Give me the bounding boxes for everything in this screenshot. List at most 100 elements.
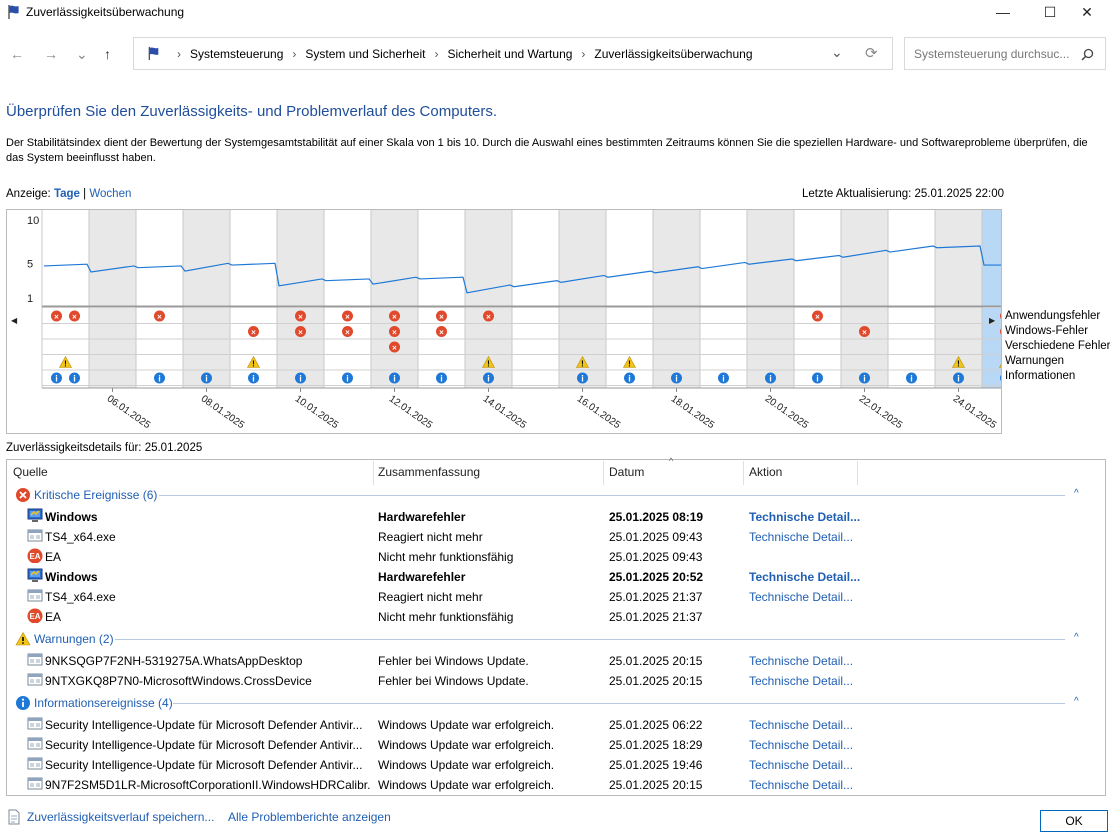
chart-day-column[interactable] — [700, 210, 747, 306]
info-icon[interactable]: i — [624, 372, 635, 384]
chart-day-column[interactable] — [465, 210, 512, 306]
table-row[interactable]: Windows Hardwarefehler 25.01.2025 08:19 Tec… — [7, 507, 1105, 527]
app-error-icon[interactable]: × — [342, 310, 353, 322]
info-icon[interactable]: i — [436, 372, 447, 384]
column-divider[interactable] — [373, 461, 374, 485]
info-icon[interactable]: i — [812, 372, 823, 384]
forward-arrow-icon[interactable]: → — [44, 46, 58, 62]
info-icon[interactable]: i — [577, 372, 588, 384]
breadcrumb-item[interactable]: Sicherheit und Wartung — [447, 46, 573, 61]
view-weeks-link[interactable]: Wochen — [89, 188, 132, 200]
technical-details-link[interactable]: Technische Detail... — [749, 654, 854, 668]
info-icon[interactable]: i — [69, 372, 80, 384]
app-error-icon[interactable]: × — [1000, 311, 1001, 322]
app-error-icon[interactable]: × — [389, 310, 400, 322]
info-icon[interactable]: i — [859, 372, 870, 384]
ok-button[interactable]: OK — [1040, 810, 1108, 832]
technical-details-link[interactable]: Technische Detail... — [749, 758, 854, 772]
warning-icon[interactable]: ! — [575, 355, 590, 369]
chart-day-column[interactable] — [418, 210, 465, 306]
chart-day-column[interactable] — [277, 210, 324, 306]
chart-day-column[interactable] — [512, 308, 559, 388]
info-icon[interactable]: i — [671, 372, 682, 384]
minimize-button[interactable]: — — [996, 4, 1010, 20]
chart-day-column[interactable] — [89, 308, 136, 388]
windows-error-icon[interactable]: × — [295, 326, 306, 337]
recent-locations-icon[interactable]: ⌄ — [76, 46, 88, 62]
table-row[interactable]: 9N7F2SM5D1LR-MicrosoftCorporationII.Wind… — [7, 775, 1105, 795]
info-icon[interactable]: i — [201, 372, 212, 384]
collapse-caret-icon[interactable]: ^ — [1074, 488, 1079, 499]
table-row[interactable]: Security Intelligence-Update für Microso… — [7, 715, 1105, 735]
address-bar[interactable]: › Systemsteuerung › System und Sicherhei… — [133, 37, 893, 70]
windows-error-icon[interactable]: × — [389, 326, 400, 337]
chart-day-column[interactable] — [653, 210, 700, 306]
scroll-left-icon[interactable]: ◀ — [11, 316, 18, 325]
chart-day-column[interactable] — [324, 210, 371, 306]
app-error-icon[interactable]: × — [812, 310, 823, 322]
info-icon[interactable]: i — [906, 372, 917, 384]
table-row[interactable]: TS4_x64.exe Reagiert nicht mehr 25.01.2025… — [7, 527, 1105, 547]
table-row[interactable]: 9NTXGKQ8P7N0-MicrosoftWindows.CrossDevic… — [7, 671, 1105, 691]
app-error-icon[interactable]: × — [69, 310, 80, 322]
column-header-action[interactable]: Aktion — [749, 465, 783, 479]
breadcrumb-item[interactable]: System und Sicherheit — [305, 46, 426, 61]
warning-icon[interactable]: ! — [58, 355, 73, 369]
chart-day-column[interactable] — [606, 210, 653, 306]
windows-error-icon[interactable]: × — [859, 326, 870, 337]
chart-day-column[interactable] — [841, 210, 888, 306]
app-error-icon[interactable]: × — [483, 310, 494, 322]
warning-icon[interactable]: ! — [481, 355, 496, 369]
reliability-chart[interactable]: 10 5 1 × ×! i i × i i ×! i × × i × × i × × × i × × i ×! i! i! i i i i × i… — [6, 209, 1002, 434]
breadcrumb-item[interactable]: Systemsteuerung — [190, 46, 284, 61]
table-row[interactable]: Security Intelligence-Update für Microso… — [7, 735, 1105, 755]
info-icon[interactable]: i — [718, 372, 729, 384]
chart-day-column[interactable] — [230, 210, 277, 306]
scroll-right-icon[interactable]: ▶ — [989, 316, 996, 325]
chart-day-column[interactable] — [89, 210, 136, 306]
windows-error-icon[interactable]: × — [248, 326, 259, 337]
app-error-icon[interactable]: × — [295, 310, 306, 322]
search-box[interactable]: Systemsteuerung durchsuc... — [904, 37, 1106, 70]
table-row[interactable]: Windows Hardwarefehler 25.01.2025 20:52 Tec… — [7, 567, 1105, 587]
refresh-icon[interactable]: ⟳ — [865, 45, 878, 62]
chart-day-column[interactable] — [512, 210, 559, 306]
info-icon[interactable]: i — [154, 372, 165, 384]
up-arrow-icon[interactable]: ↑ — [104, 46, 111, 62]
windows-error-icon[interactable]: × — [436, 326, 447, 337]
table-row[interactable]: 9NKSQGP7F2NH-5319275A.WhatsAppDesktop Feh… — [7, 651, 1105, 671]
info-icon[interactable]: i — [51, 372, 62, 384]
warning-icon[interactable]: ! — [622, 355, 637, 369]
reliability-chart-svg[interactable]: 10 5 1 × ×! i i × i i ×! i × × i × × i × × × i × × i ×! i! i! i i i i × i… — [7, 210, 1001, 433]
chart-day-column[interactable] — [42, 308, 89, 388]
technical-details-link[interactable]: Technische Detail... — [749, 718, 854, 732]
warning-icon[interactable]: ! — [998, 357, 1002, 369]
table-row[interactable]: Security Intelligence-Update für Microso… — [7, 755, 1105, 775]
info-icon[interactable]: i — [248, 372, 259, 384]
technical-details-link[interactable]: Technische Detail... — [749, 570, 861, 584]
save-history-link[interactable]: Zuverlässigkeitsverlauf speichern... — [27, 810, 215, 824]
windows-error-icon[interactable]: × — [1000, 326, 1001, 337]
chart-day-column[interactable] — [371, 210, 418, 306]
maximize-button[interactable]: ☐ — [1043, 3, 1057, 20]
app-error-icon[interactable]: × — [51, 310, 62, 322]
misc-error-icon[interactable]: × — [389, 341, 400, 353]
all-reports-link[interactable]: Alle Problemberichte anzeigen — [228, 810, 391, 824]
chart-day-column[interactable] — [559, 210, 606, 306]
chart-day-column[interactable] — [42, 210, 89, 306]
column-divider[interactable] — [603, 461, 604, 485]
view-days-link[interactable]: Tage — [53, 188, 80, 200]
address-dropdown-icon[interactable]: ⌄ — [831, 44, 843, 60]
chart-day-column[interactable] — [982, 210, 1001, 306]
column-header-date[interactable]: Datum — [609, 465, 645, 479]
search-input[interactable]: Systemsteuerung durchsuc... — [914, 47, 1070, 61]
info-icon[interactable]: i — [295, 372, 306, 384]
search-icon[interactable] — [1081, 48, 1094, 61]
info-icon[interactable]: i — [953, 372, 964, 384]
info-icon[interactable]: i — [765, 372, 776, 384]
column-header-source[interactable]: Quelle — [13, 465, 48, 479]
table-row[interactable]: TS4_x64.exe Reagiert nicht mehr 25.01.2025… — [7, 587, 1105, 607]
app-error-icon[interactable]: × — [436, 310, 447, 322]
column-divider[interactable] — [743, 461, 744, 485]
collapse-caret-icon[interactable]: ^ — [1074, 632, 1079, 643]
